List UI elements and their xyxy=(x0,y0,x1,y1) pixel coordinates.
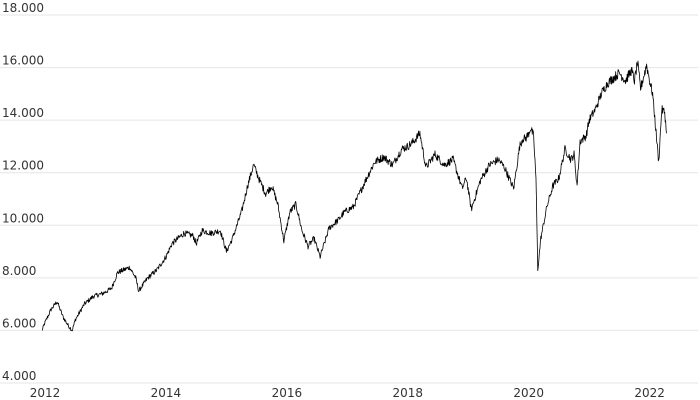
grid-lines xyxy=(0,14,698,384)
x-tick-label: 2014 xyxy=(151,386,182,400)
y-tick-label: 14.000 xyxy=(2,106,44,120)
y-tick-label: 16.000 xyxy=(2,54,44,68)
x-tick-label: 2016 xyxy=(272,386,303,400)
y-axis-ticks: 4.000 6.000 8.000 10.000 12.000 14.000 16.000 1… xyxy=(2,1,44,383)
y-tick-label: 6.000 xyxy=(2,316,36,330)
x-tick-label: 2012 xyxy=(30,386,61,400)
y-tick-label: 8.000 xyxy=(2,264,36,278)
x-tick-label: 2020 xyxy=(513,386,544,400)
y-tick-label: 12.000 xyxy=(2,159,44,173)
x-tick-label: 2018 xyxy=(393,386,424,400)
x-tick-label: 2022 xyxy=(634,386,665,400)
y-tick-label: 18.000 xyxy=(2,1,44,15)
x-axis-ticks: 2012 2014 2016 2018 2020 2022 xyxy=(30,386,665,400)
series-layer xyxy=(41,60,667,332)
y-tick-label: 10.000 xyxy=(2,211,44,225)
y-tick-label: 4.000 xyxy=(2,369,36,383)
series-line xyxy=(41,60,667,332)
